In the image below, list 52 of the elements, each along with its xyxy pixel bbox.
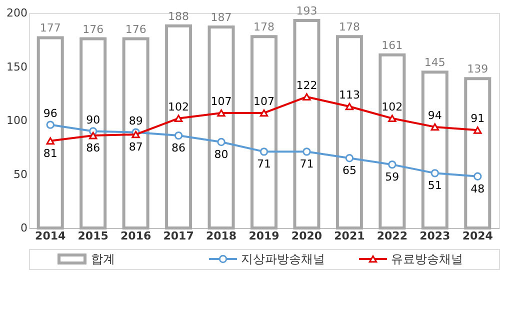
y-tick-label: 150 [6, 60, 28, 74]
data-label: 96 [43, 106, 58, 120]
x-tick-label: 2017 [163, 230, 194, 242]
x-tick-label: 2024 [462, 230, 494, 242]
x-tick-label: 2022 [376, 230, 408, 242]
data-label: 178 [338, 20, 360, 34]
data-label: 86 [172, 142, 186, 155]
data-label: 107 [210, 94, 232, 108]
legend-label: 합계 [91, 252, 115, 266]
data-label: 71 [300, 158, 314, 171]
legend-label: 유료방송채널 [391, 252, 463, 266]
data-label: 122 [296, 78, 318, 92]
data-label: 139 [467, 62, 488, 76]
data-label: 86 [86, 142, 100, 155]
data-label: 113 [338, 88, 360, 102]
x-tick-label: 2023 [420, 230, 450, 242]
data-label: 89 [128, 114, 143, 128]
data-label: 187 [210, 10, 232, 24]
data-label: 91 [470, 112, 485, 126]
data-label: 80 [214, 148, 228, 161]
x-tick-label: 2018 [206, 230, 237, 242]
x-tick-label: 2019 [248, 230, 280, 242]
data-label: 90 [86, 113, 100, 126]
x-tick-label: 2016 [120, 230, 152, 242]
x-tick-label: 2014 [35, 230, 66, 242]
data-label: 176 [125, 22, 146, 36]
legend-label: 지상파방송채널 [241, 252, 325, 266]
data-label: 145 [424, 56, 446, 70]
y-tick-label: 200 [6, 6, 28, 20]
data-label: 161 [382, 38, 403, 52]
data-label: 87 [128, 140, 143, 154]
y-tick-label: 0 [20, 222, 28, 234]
data-label: 65 [342, 164, 356, 178]
data-label: 188 [168, 10, 190, 23]
data-label: 176 [82, 22, 104, 36]
y-tick-label: 100 [6, 114, 28, 127]
data-label: 178 [254, 20, 274, 34]
data-label: 59 [385, 170, 400, 184]
data-label: 102 [382, 100, 403, 114]
x-tick-label: 2021 [334, 230, 365, 242]
data-label: 48 [470, 182, 485, 196]
data-label: 51 [428, 179, 442, 192]
data-label: 177 [40, 22, 61, 35]
y-tick-label: 50 [14, 168, 28, 181]
x-tick-label: 2015 [78, 230, 108, 242]
data-label: 193 [296, 4, 318, 18]
data-label: 94 [428, 108, 442, 122]
data-label: 107 [254, 94, 274, 108]
data-label: 71 [257, 158, 271, 171]
x-tick-label: 2020 [291, 230, 322, 242]
data-label: 102 [168, 100, 190, 114]
data-label: 81 [43, 146, 58, 160]
